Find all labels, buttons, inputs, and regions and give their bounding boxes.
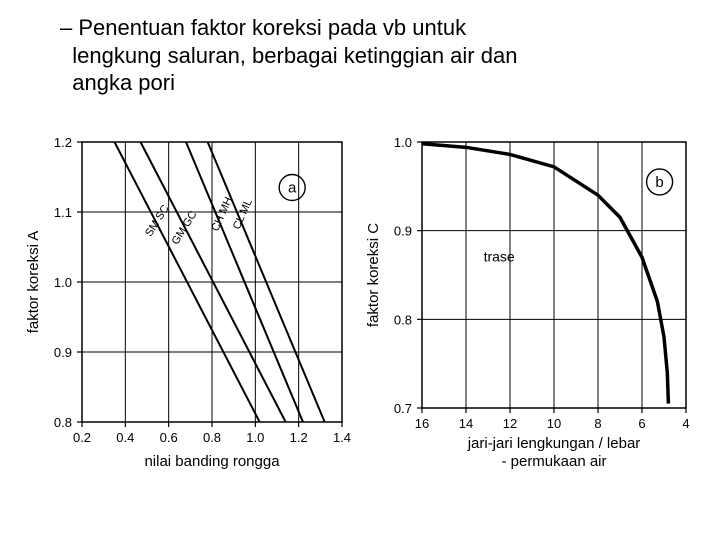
chart-a-svg: SM SCGM GCCH MHCL ML0.20.40.60.81.01.21.… [20,132,360,482]
y-tick-label: 0.8 [54,415,72,430]
y-axis-label: faktor koreksi C [365,223,382,327]
x-axis-label: nilai banding rongga [144,453,280,470]
x-tick-label: 0.6 [160,430,178,445]
charts-row: SM SCGM GCCH MHCL ML0.20.40.60.81.01.21.… [20,132,700,482]
panel-badge: a [288,180,297,197]
x-tick-label: 1.2 [290,430,308,445]
x-tick-label: 1.0 [246,430,264,445]
x-tick-label: 14 [459,416,473,431]
x-tick-label: 6 [638,416,645,431]
chart-b-svg: 16 14 12 10 8 6 4 0.7 0.8 0.9 1.0 jari-jari lengkun… [360,132,700,482]
panel-badge: b [655,174,663,191]
x-tick-label: 16 [415,416,429,431]
heading-line3: angka pori [72,70,175,95]
x-axis-label-1: jari-jari lengkungan / lebar [467,435,641,452]
y-tick-label: 0.9 [54,345,72,360]
y-tick-label: 0.7 [394,401,412,416]
y-tick-label: 0.8 [394,312,412,327]
chart-b: 16 14 12 10 8 6 4 0.7 0.8 0.9 1.0 jari-jari lengkun… [360,132,700,482]
x-axis-label-2: - permukaan air [501,453,606,470]
y-tick-label: 1.0 [394,135,412,150]
x-tick-label: 0.4 [116,430,134,445]
x-tick-label: 0.8 [203,430,221,445]
x-tick-label: 12 [503,416,517,431]
x-tick-label: 10 [547,416,561,431]
x-tick-label: 4 [682,416,689,431]
x-tick-label: 0.2 [73,430,91,445]
annotation: trase [484,249,515,265]
heading-line2: lengkung saluran, berbagai ketinggian ai… [72,43,517,68]
x-tick-label: 8 [594,416,601,431]
heading-line1: Penentuan faktor koreksi pada vb untuk [78,15,466,40]
y-axis-label: faktor koreksi A [25,231,42,334]
y-tick-label: 1.1 [54,205,72,220]
heading: – Penentuan faktor koreksi pada vb untuk… [60,14,620,97]
chart-a: SM SCGM GCCH MHCL ML0.20.40.60.81.01.21.… [20,132,360,482]
y-tick-label: 1.0 [54,275,72,290]
y-tick-label: 1.2 [54,135,72,150]
bullet: – [60,15,72,40]
y-tick-label: 0.9 [394,224,412,239]
x-tick-label: 1.4 [333,430,351,445]
